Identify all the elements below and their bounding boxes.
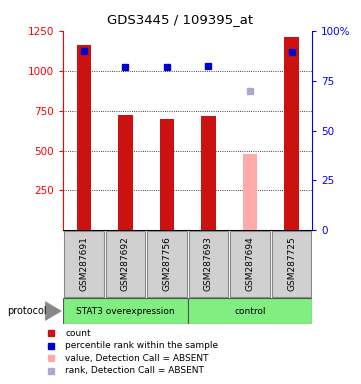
Text: GSM287691: GSM287691 xyxy=(79,237,88,291)
Polygon shape xyxy=(45,302,61,320)
Bar xyxy=(188,298,312,324)
Bar xyxy=(230,231,270,297)
Text: GSM287725: GSM287725 xyxy=(287,237,296,291)
Bar xyxy=(63,298,188,324)
Text: GSM287692: GSM287692 xyxy=(121,237,130,291)
Bar xyxy=(64,231,104,297)
Text: protocol: protocol xyxy=(7,306,47,316)
Bar xyxy=(160,119,174,230)
Bar xyxy=(188,231,229,297)
Text: STAT3 overexpression: STAT3 overexpression xyxy=(76,306,175,316)
Bar xyxy=(105,231,145,297)
Text: GDS3445 / 109395_at: GDS3445 / 109395_at xyxy=(108,13,253,26)
Bar xyxy=(77,45,91,230)
Text: control: control xyxy=(234,306,266,316)
Text: rank, Detection Call = ABSENT: rank, Detection Call = ABSENT xyxy=(65,366,204,376)
Text: value, Detection Call = ABSENT: value, Detection Call = ABSENT xyxy=(65,354,209,363)
Text: percentile rank within the sample: percentile rank within the sample xyxy=(65,341,218,351)
Bar xyxy=(118,115,133,230)
Text: GSM287694: GSM287694 xyxy=(245,237,255,291)
Bar xyxy=(147,231,187,297)
Text: GSM287693: GSM287693 xyxy=(204,237,213,291)
Bar xyxy=(243,154,257,230)
Text: GSM287756: GSM287756 xyxy=(162,237,171,291)
Bar xyxy=(284,37,299,230)
Text: count: count xyxy=(65,329,91,338)
Bar xyxy=(271,231,312,297)
Bar xyxy=(201,116,216,230)
